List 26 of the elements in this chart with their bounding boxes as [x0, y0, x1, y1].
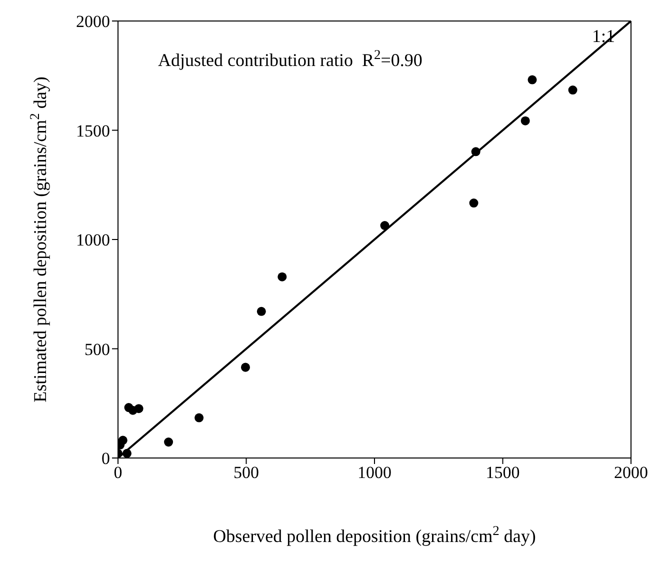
point [256, 306, 266, 316]
point [469, 198, 478, 208]
point [164, 438, 174, 447]
annotation: Adjusted contribution ratio R$^{2}$=0.90 [158, 46, 422, 70]
point [471, 147, 480, 156]
x-tick-label: 1500 [486, 463, 520, 482]
point [380, 221, 390, 230]
point [122, 448, 132, 458]
point [194, 413, 204, 422]
point [134, 404, 144, 414]
point [278, 272, 287, 282]
y-tick-label: 2000 [76, 12, 110, 32]
y-tick-label: 1500 [76, 121, 110, 140]
point [240, 362, 250, 372]
y-tick-label: 0 [102, 449, 110, 468]
x-tick-label: 0 [114, 463, 122, 482]
point [568, 86, 578, 95]
y-tick-label: 500 [84, 340, 110, 359]
y-tick-label: 1000 [76, 230, 110, 250]
x-tick-label: 1000 [358, 463, 392, 482]
point [528, 75, 537, 84]
point [520, 116, 530, 126]
x-tick-label: 500 [234, 463, 259, 482]
point [118, 436, 128, 445]
x-axis-title: Observed pollen deposition (grains/cm$^{2}$ day) [213, 522, 536, 546]
x-tick-label: 2000 [614, 463, 648, 482]
